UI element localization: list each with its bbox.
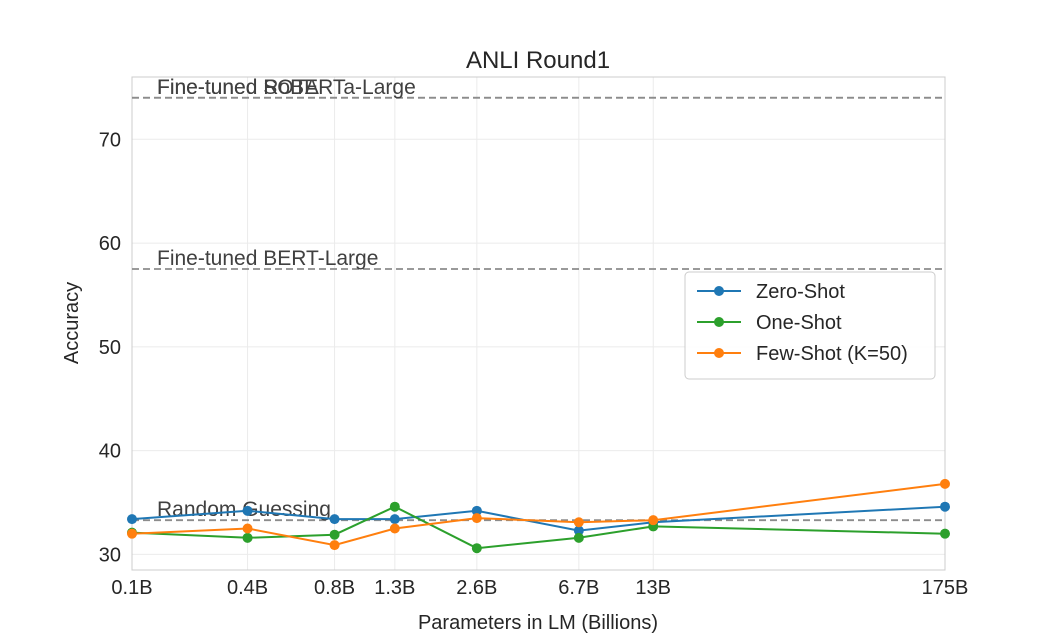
data-point <box>329 540 340 551</box>
data-point <box>940 528 950 539</box>
x-axis-label: Parameters in LM (Billions) <box>418 612 658 634</box>
legend-label: One-Shot <box>756 312 842 334</box>
plot-frame <box>131 76 946 571</box>
x-tick-label: 2.6B <box>456 577 497 599</box>
x-tick-label: 13B <box>635 577 671 599</box>
y-tick-label: 70 <box>99 129 121 151</box>
legend-marker <box>714 348 724 358</box>
data-point <box>127 528 137 539</box>
y-tick-label: 30 <box>99 544 121 566</box>
data-point <box>242 523 253 534</box>
y-tick-labels: 30 40 50 60 70 <box>99 129 121 566</box>
data-point <box>389 514 400 525</box>
y-tick-label: 40 <box>99 441 121 463</box>
reference-line-label: Fine-tuned BERT-Large <box>157 247 378 270</box>
y-tick-label: 50 <box>99 337 121 359</box>
data-point <box>242 505 253 516</box>
data-point <box>573 525 584 536</box>
data-point <box>573 532 584 543</box>
legend-label: Zero-Shot <box>756 281 845 303</box>
reference-line-label: Fine-tuned RoBERTa-Large <box>157 76 416 99</box>
axes: 0.1B 0.4B 0.8B 1.3B 2.6B 6.7B 13B 175B 30 40 50 60… <box>99 129 969 599</box>
x-tick-label: 6.7B <box>558 577 599 599</box>
data-point <box>940 478 950 489</box>
data-point <box>389 501 400 512</box>
x-tick-labels: 0.1B 0.4B 0.8B 1.3B 2.6B 6.7B 13B 175B <box>111 577 968 599</box>
data-point <box>242 532 253 543</box>
data-point <box>471 505 482 516</box>
data-point <box>389 523 400 534</box>
series <box>127 478 950 554</box>
data-point <box>471 543 482 554</box>
data-point <box>940 501 950 512</box>
data-point <box>573 517 584 528</box>
x-tick-label: 0.8B <box>314 577 355 599</box>
series-line <box>131 482 946 547</box>
y-axis-label: Accuracy <box>61 282 83 364</box>
x-tick-label: 0.4B <box>227 577 268 599</box>
data-point <box>471 513 482 524</box>
data-point <box>648 515 659 526</box>
series-line <box>131 505 946 550</box>
legend-marker <box>714 317 724 327</box>
reference-line-label: Fine-tuned SOTA <box>157 76 319 99</box>
x-tick-label: 175B <box>922 577 969 599</box>
series-line <box>131 505 946 532</box>
legend: Zero-Shot One-Shot Few-Shot (K=50) <box>684 271 936 380</box>
data-point <box>329 514 340 525</box>
chart-title: ANLI Round1 <box>466 47 610 74</box>
x-tick-label: 0.1B <box>111 577 152 599</box>
x-tick-label: 1.3B <box>374 577 415 599</box>
legend-marker <box>714 286 724 296</box>
data-point <box>127 514 137 525</box>
legend-label: Few-Shot (K=50) <box>756 343 908 365</box>
y-tick-label: 60 <box>99 233 121 255</box>
data-point <box>329 529 340 540</box>
legend-box <box>684 271 936 380</box>
